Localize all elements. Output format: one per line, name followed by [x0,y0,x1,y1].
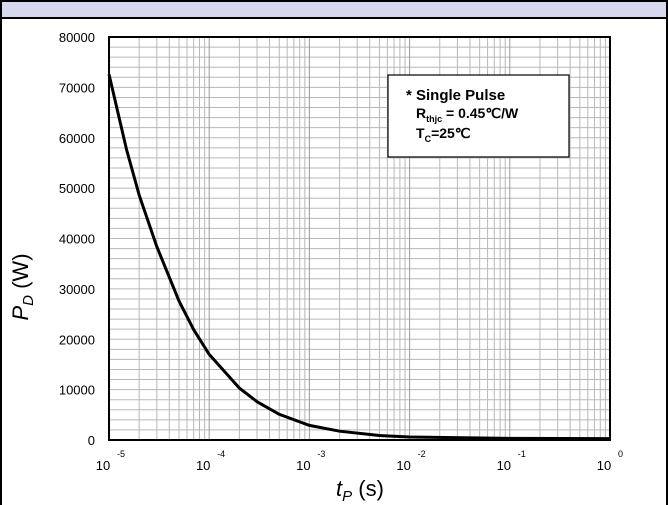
x-tick-exponent: -5 [117,449,125,459]
header-band [0,0,668,19]
annotation-line-2: Rthjc = 0.45℃/W [416,105,519,124]
y-tick-label: 40000 [59,232,95,247]
y-tick-label: 20000 [59,332,95,347]
annotation-line-1: * Single Pulse [406,87,505,104]
x-tick-exponent: 0 [618,449,623,459]
annotation-box: * Single Pulse Rthjc = 0.45℃/W TC=25℃ [387,74,570,158]
grid [109,37,610,440]
x-axis-title: tP (s) [336,476,384,505]
x-tick-exponent: -3 [317,449,325,459]
x-tick-exponent: -1 [518,449,526,459]
y-tick-label: 30000 [59,282,95,297]
x-tick-label: 10 [196,458,210,473]
annotation-border [387,74,570,158]
x-tick-label: 10 [396,458,410,473]
y-tick-label: 0 [88,433,95,448]
x-tick-exponent: -2 [418,449,426,459]
y-tick-label: 80000 [59,30,95,45]
x-tick-label: 10 [296,458,310,473]
y-axis-ticks: 0 10000 20000 30000 40000 50000 60000 70000 8000… [59,30,95,448]
x-tick-exponent: -4 [217,449,225,459]
y-tick-label: 70000 [59,80,95,95]
x-tick-label: 10 [497,458,511,473]
x-axis-ticks: 10 -5 10 -4 10 -3 10 -2 10 -1 10 0 [96,449,623,473]
y-tick-label: 60000 [59,131,95,146]
plot-area [108,36,611,441]
y-tick-label: 50000 [59,181,95,196]
x-tick-label: 10 [96,458,110,473]
annotation-line-3: TC=25℃ [416,125,471,144]
series-line [107,73,611,441]
y-axis-title: PD (W) [8,253,37,320]
y-tick-label: 10000 [59,383,95,398]
x-tick-label: 10 [597,458,611,473]
